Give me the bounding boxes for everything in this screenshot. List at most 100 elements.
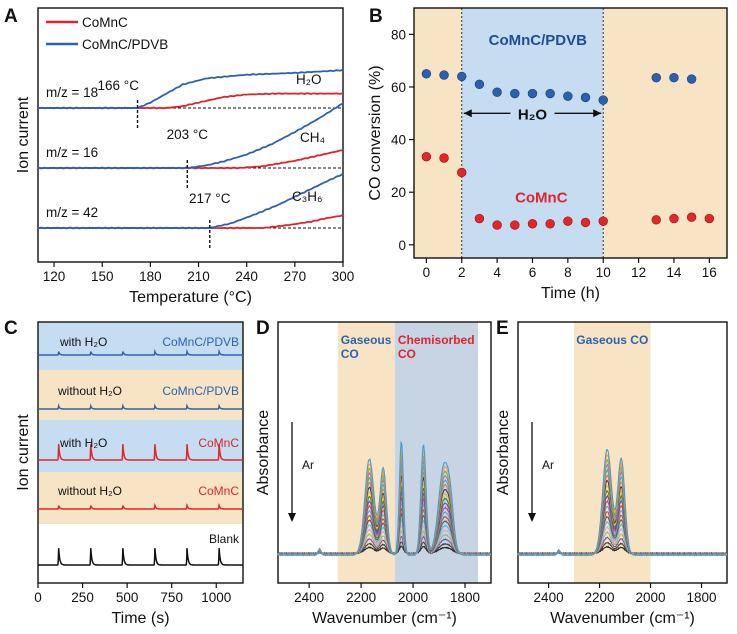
panel-b-point-comnc-4 [492, 220, 502, 230]
panel-b-xtick-4-label: 4 [493, 265, 501, 280]
panel-d-ar-arrowhead [288, 513, 296, 522]
panel-c-xtick-750-label: 750 [160, 590, 183, 605]
panel-e-ylabel: Absorbance [495, 410, 512, 495]
panel-b-xtick-2-label: 2 [458, 265, 466, 280]
panel-b-point-comnc-5 [510, 220, 520, 230]
panel-a-xtick-210-label: 210 [187, 269, 210, 284]
panel-b-point-pdvb-13 [686, 74, 697, 84]
panel-label-d: D [256, 318, 270, 339]
panel-b-xlabel: Time (h) [541, 285, 600, 302]
panel-b-point-comnc-11 [651, 215, 661, 225]
panel-b-ytick-label-60: 60 [391, 80, 406, 95]
panel-e-xtick-2400-label: 2400 [534, 590, 564, 605]
panel-b-point-comnc-9 [580, 217, 591, 228]
panel-b-h2o-label: H₂O [518, 106, 547, 123]
panel-c-sample-label-1: CoMnC/PDVB [162, 384, 239, 398]
panel-b-chart: 0 2 4 6 8 10 12 14 16 0 20 40 60 80 Time (h) CO convers… [367, 7, 728, 302]
panel-b-point-comnc-14 [704, 213, 715, 224]
panel-b-point-comnc-1 [439, 153, 449, 163]
panel-a-legend-label-1: CoMnC/PDVB [82, 37, 168, 52]
panel-b-xtick-8-label: 8 [564, 265, 572, 280]
panel-label-c: C [4, 318, 18, 339]
panel-a-species-label-1: CH₄ [300, 130, 325, 145]
panel-c-band-3 [38, 472, 243, 524]
panel-b-point-pdvb-5 [510, 88, 520, 99]
panel-c-band-2 [38, 420, 243, 472]
panel-a-onset-label-0: 166 °C [98, 78, 140, 93]
panel-a-xtick-300-label: 300 [332, 269, 355, 284]
panel-c-sample-label-2: CoMnC [198, 436, 239, 450]
panel-c-xtick-0-label: 0 [34, 590, 42, 605]
panel-a-xtick-240-label: 240 [235, 269, 258, 284]
panel-d-xtick-2400-label: 2400 [294, 590, 324, 605]
panel-b-point-comnc-6 [527, 219, 538, 229]
panel-a-xtick-180-label: 180 [139, 269, 162, 284]
panel-c-chart: 0 250 500 750 1000 Time (s) Ion current with H₂… [15, 321, 244, 627]
panel-b-region-1 [461, 8, 604, 258]
panel-a-species-label-2: C₃H₆ [292, 189, 322, 204]
panel-b-point-pdvb-11 [651, 73, 661, 83]
panel-b-xtick-14-label: 14 [666, 265, 682, 280]
panel-d-ylabel: Absorbance [255, 410, 272, 495]
panel-b-point-comnc-2 [457, 167, 467, 178]
panel-b-point-pdvb-6 [527, 88, 538, 99]
panel-label-e: E [496, 318, 509, 339]
panel-b-point-pdvb-7 [545, 88, 555, 99]
panel-a-onset-label-2: 217 °C [189, 191, 231, 206]
panel-b-point-comnc-3 [474, 213, 485, 224]
panel-d-chart: 2400 2200 2000 1800 Wavenumber (cm⁻¹) Absorba… [255, 321, 492, 627]
panel-c-trace-3 [38, 502, 243, 510]
panel-b-series-label-pdvb: CoMnC/PDVB [489, 32, 587, 49]
panel-c-condition-label-2: with H₂O [59, 436, 107, 450]
panel-b-point-pdvb-8 [563, 91, 573, 101]
panel-a-ylabel: Ion current [15, 96, 32, 173]
panel-b-point-pdvb-12 [669, 73, 679, 83]
panel-b-h2o-arrowhead-left [463, 109, 472, 118]
panel-c-condition-label-3: without H₂O [57, 484, 122, 498]
panel-c-trace-4 [38, 548, 243, 566]
panel-e-frame [517, 321, 728, 584]
panel-c-xlabel: Time (s) [111, 610, 169, 627]
panel-a-chart: 120 150 180 210 240 270 300 Temperature (°C) Ion… [15, 7, 355, 306]
panel-c-xtick-250-label: 250 [71, 590, 94, 605]
panel-a-trace-0-comnc-pdvb [37, 69, 344, 110]
panel-b-ylabel: CO conversion (%) [367, 65, 384, 200]
panel-d-region-label2-0: CO [341, 347, 359, 361]
panel-c-ylabel: Ion current [15, 414, 32, 491]
panel-a-xtick-120-label: 120 [43, 269, 66, 284]
panel-e-region-label-0: Gaseous CO [576, 333, 648, 347]
panel-d-frame [277, 321, 492, 584]
panel-d-spectrum-0 [278, 441, 492, 557]
panel-b-h2o-label-bg [510, 103, 555, 124]
panel-c-frame [37, 321, 244, 584]
panel-d-xtick-2000-label: 2000 [398, 590, 428, 605]
panel-b-ytick-label-20: 20 [391, 185, 406, 200]
panel-b-point-comnc-10 [598, 216, 608, 226]
panel-d-region-label2-1: CO [398, 347, 416, 361]
panel-b-xtick-6-label: 6 [529, 265, 537, 280]
panel-e-ar-arrowhead [528, 513, 536, 522]
panel-a-xtick-150-label: 150 [91, 269, 114, 284]
panel-b-xtick-12-label: 12 [631, 265, 646, 280]
panel-d-ar-label: Ar [302, 458, 314, 472]
panel-d-region-label-1: Chemisorbed [398, 333, 475, 347]
panel-d-xtick-2200-label: 2200 [346, 590, 376, 605]
panel-b-series-label-comnc: CoMnC [515, 190, 568, 207]
panel-e-xtick-2000-label: 2000 [636, 590, 666, 605]
panel-c-xtick-1000-label: 1000 [201, 590, 231, 605]
panel-a-legend-label-0: CoMnC [82, 15, 128, 30]
panel-b-point-pdvb-3 [474, 79, 485, 90]
panel-e-ar-label: Ar [542, 458, 554, 472]
panel-e-xtick-2200-label: 2200 [585, 590, 615, 605]
panel-b-point-pdvb-10 [598, 95, 608, 105]
panel-b-point-pdvb-9 [580, 92, 591, 103]
panel-c-sample-label-4: Blank [209, 532, 240, 546]
panel-e-xtick-1800-label: 1800 [686, 590, 716, 605]
panel-c-sample-label-3: CoMnC [198, 484, 239, 498]
panel-c-condition-label-1: without H₂O [57, 384, 122, 398]
panel-a-trace-1-comnc-pdvb [37, 102, 344, 170]
panel-a-mz-label-0: m/z = 18 [46, 85, 98, 100]
panel-a-mz-label-1: m/z = 16 [46, 145, 98, 160]
panel-b-ytick-label-40: 40 [391, 133, 406, 148]
